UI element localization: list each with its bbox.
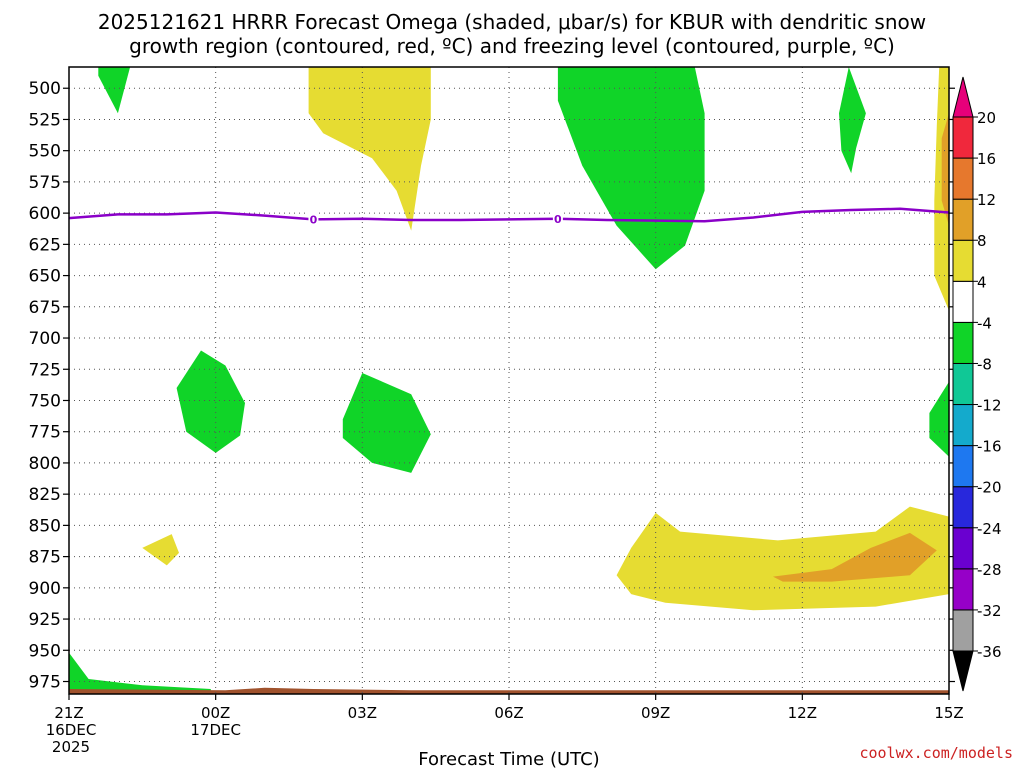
x-tick-label-line3: 2025 [52,738,90,756]
colorbar-arrow-bottom [952,650,974,692]
y-tick-label: 875 [29,548,61,568]
colorbar-label: 4 [977,273,987,291]
colorbar-label: -16 [977,438,1002,456]
colorbar-swatch [952,362,974,406]
y-tick-label: 775 [29,423,61,443]
region-orange-lower-right [773,532,937,582]
y-tick-label: 700 [29,329,61,349]
x-tick-label-line1: 21Z [54,704,83,722]
x-tick-label-line2: 16DEC [46,721,97,739]
colorbar-swatch [952,527,974,570]
colorbar-swatch [952,116,974,159]
x-tick-label-line1: 06Z [494,704,523,722]
colorbar-label: -12 [977,397,1002,415]
colorbar-label: -28 [977,561,1002,579]
colorbar-label: -36 [977,643,1002,661]
y-tick-label: 500 [29,79,61,99]
colorbar-label: -24 [977,520,1002,538]
freezing-level-line [68,207,950,223]
y-tick-label: 575 [29,173,61,193]
colorbar-swatch [952,157,974,200]
x-tick-label-line1: 15Z [934,704,963,722]
y-tick-label: 725 [29,360,61,380]
region-green-right-mid [929,381,949,457]
y-tick-label: 825 [29,485,61,505]
colorbar-label: 16 [977,150,996,168]
colorbar-swatch [952,280,974,323]
region-green-upper-right [839,67,866,174]
freezing-label-bg [308,212,319,227]
y-tick-label: 950 [29,641,61,661]
freezing-level-label: 0 [554,213,562,226]
y-tick-label: 800 [29,454,61,474]
colorbar-label: -32 [977,602,1002,620]
region-yellow-small-left [142,534,179,566]
credit-text: coolwx.com/models [859,744,1013,762]
freezing-label-bg [552,211,563,226]
colorbar-arrow-top [952,76,974,118]
region-green-mid-center [342,373,431,473]
y-tick-label: 975 [29,673,61,693]
colorbar-label: -8 [977,355,992,373]
y-tick-label: 675 [29,298,61,318]
colorbar-label: 12 [977,191,996,209]
colorbar-swatch [952,321,974,364]
colorbar-label: -20 [977,479,1002,497]
x-tick-label-line1: 00Z [201,704,230,722]
freezing-level-label: 0 [310,213,318,226]
x-tick-label-line1: 03Z [348,704,377,722]
colorbar-swatch [952,198,974,241]
colorbar-swatch [952,445,974,488]
y-tick-label: 600 [29,204,61,224]
colorbar-swatch [952,486,974,529]
region-green-top-left [98,67,131,114]
grid-lines [69,67,949,694]
region-orange-right-edge [941,113,949,226]
y-tick-label: 550 [29,142,61,162]
x-tick-label-line1: 09Z [641,704,670,722]
y-tick-label: 900 [29,579,61,599]
y-tick-label: 850 [29,516,61,536]
chart-title-line1: 2025121621 HRRR Forecast Omega (shaded, … [98,10,926,34]
x-tick-label-line2: 17DEC [190,721,241,739]
colorbar-label: 8 [977,232,987,250]
y-tick-label: 625 [29,235,61,255]
colorbar-label: -4 [977,314,992,332]
region-ground-strip [69,687,949,694]
shaded-regions [69,67,949,694]
region-green-upper-mid [557,67,705,270]
colorbar-swatch [952,239,974,282]
region-green-bottom-left [69,652,211,694]
region-yellow-lower-right [616,506,949,611]
colorbar-swatch [952,609,974,652]
region-yellow-upper-mid [308,67,431,231]
colorbar: -36 -32 -28 -24 -20 -16 -12 -8 -4 4 8 12 16 20 [952,76,1002,692]
colorbar-swatch [952,568,974,611]
x-axis-label: Forecast Time (UTC) [418,749,599,768]
y-tick-label: 525 [29,110,61,130]
colorbar-label: 20 [977,109,996,127]
y-tick-label: 650 [29,267,61,287]
colorbar-swatch [952,404,974,447]
y-tick-label: 925 [29,610,61,630]
x-tick-label-line1: 12Z [788,704,817,722]
y-tick-label: 750 [29,391,61,411]
chart-title-line2: growth region (contoured, red, ºC) and f… [129,34,895,58]
region-green-mid-left [176,350,245,453]
